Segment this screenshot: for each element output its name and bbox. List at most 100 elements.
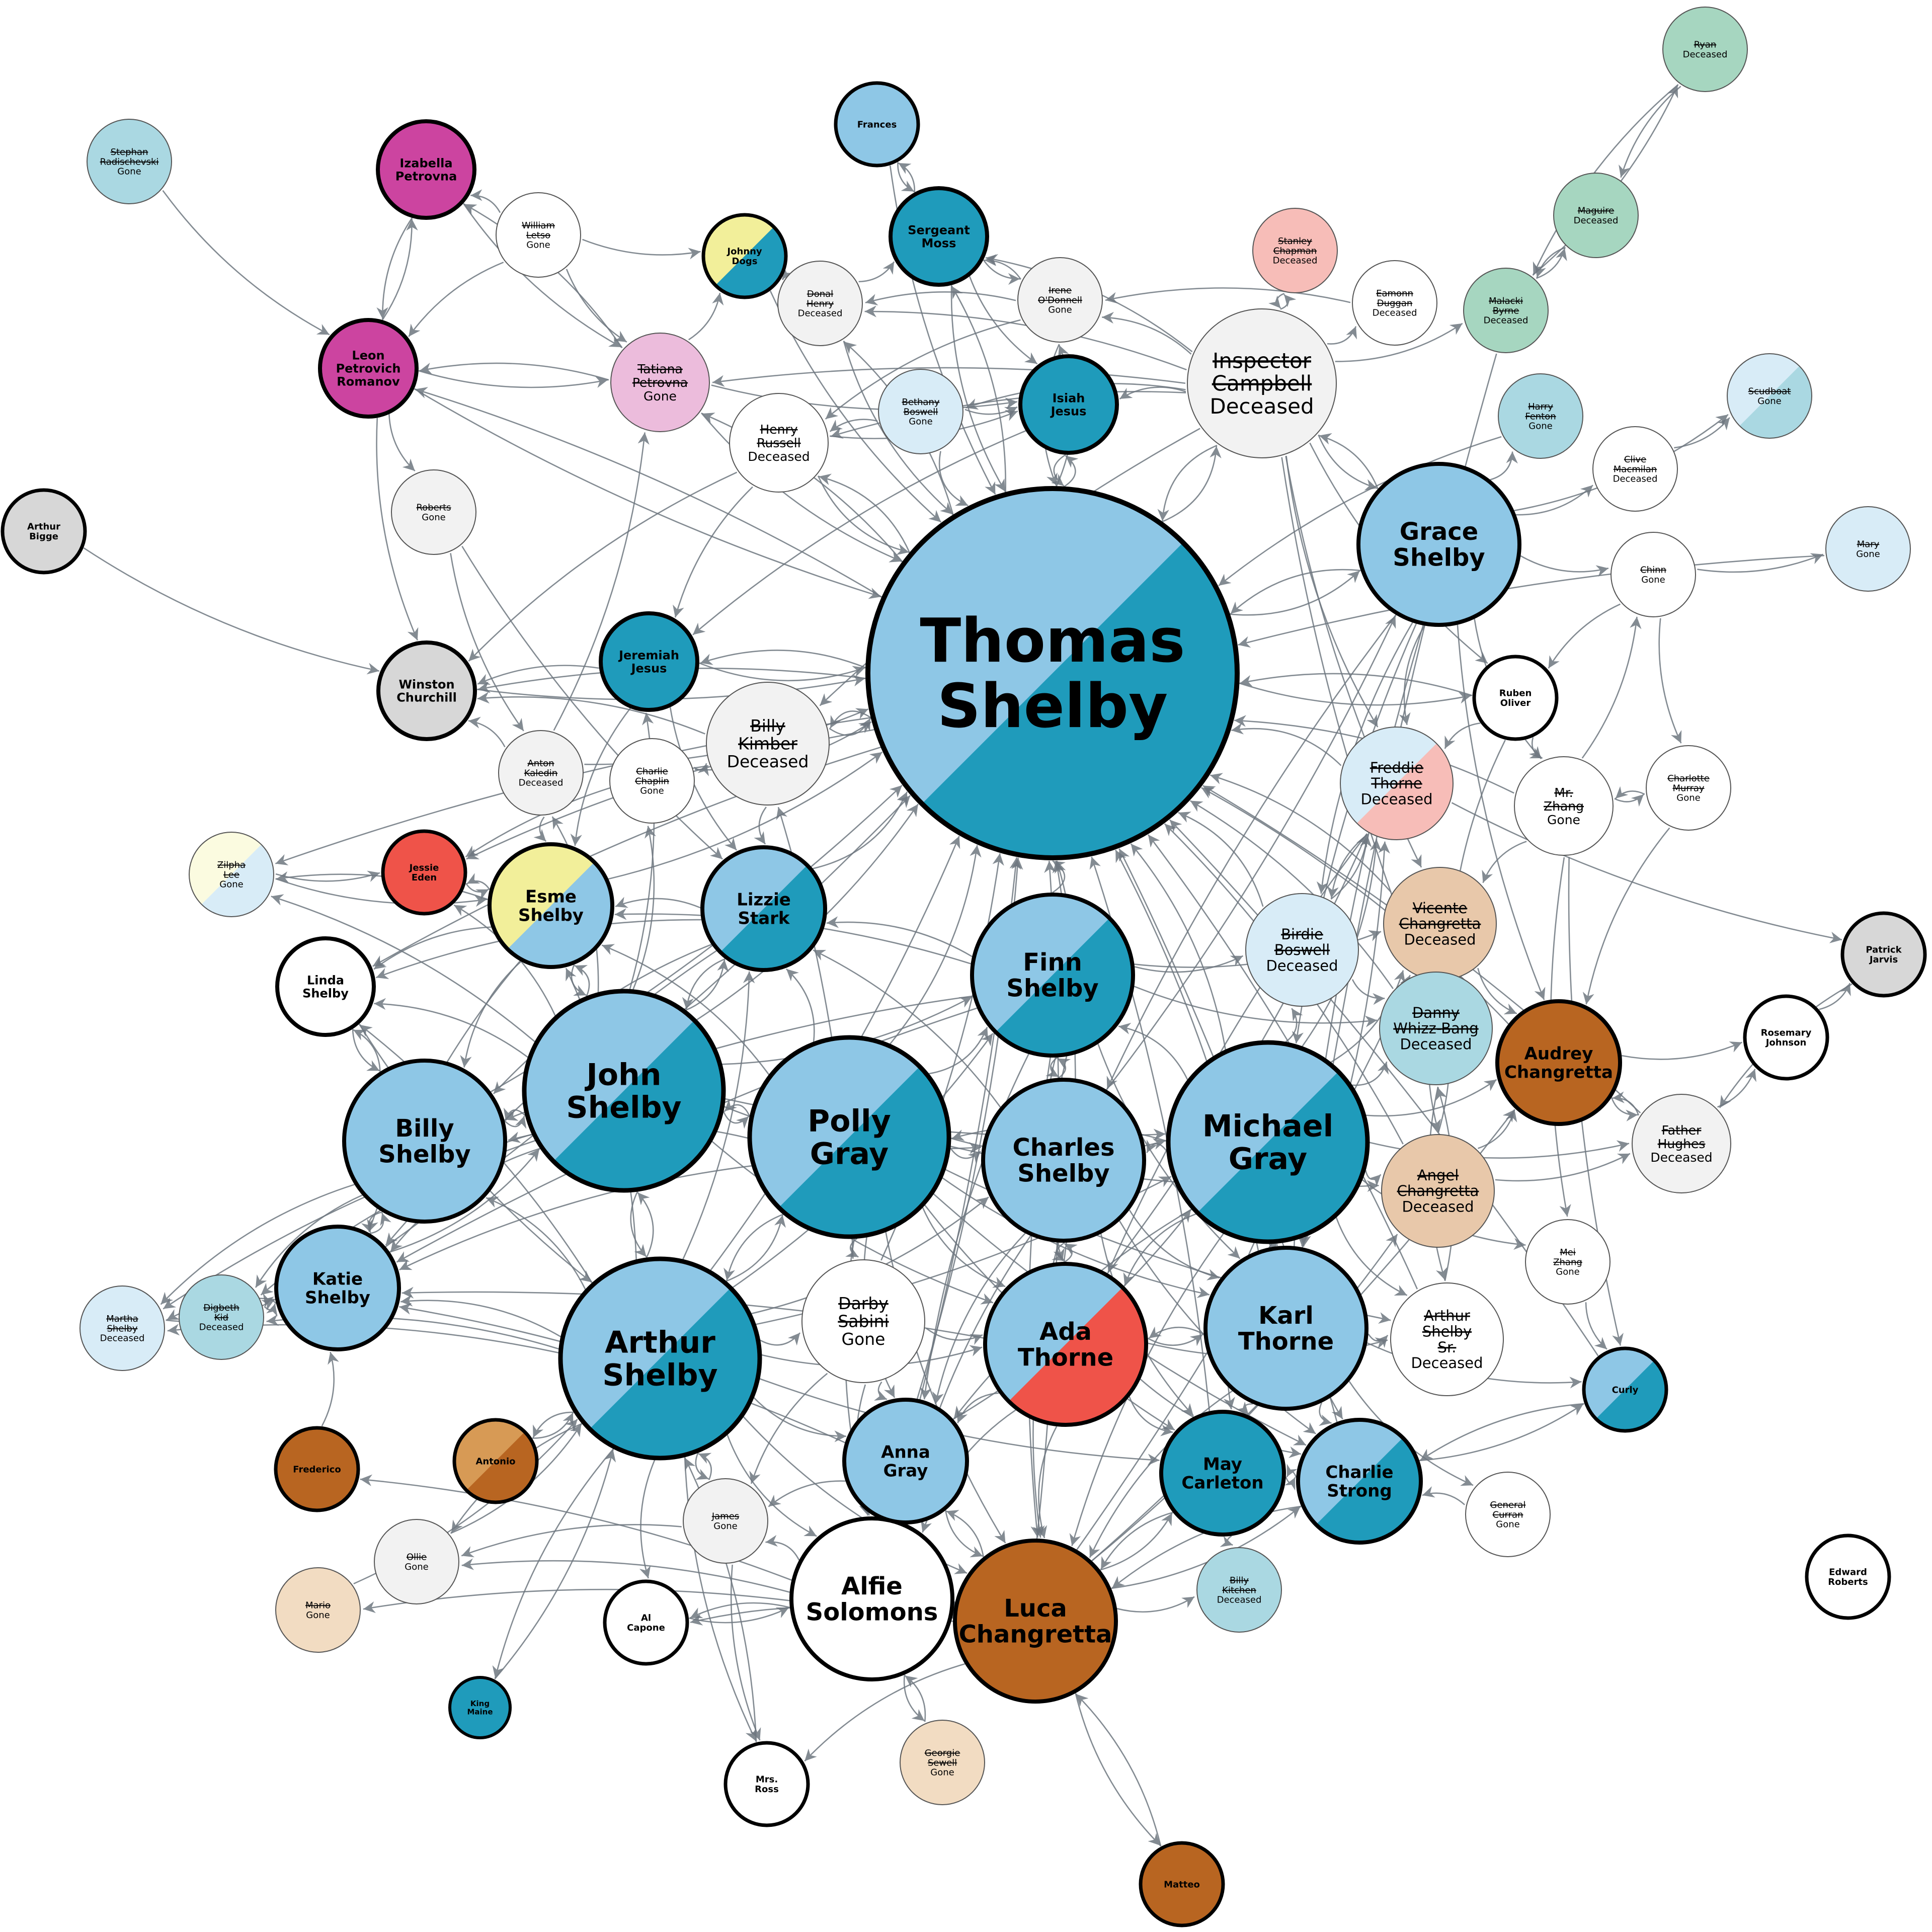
node-arthur-sr[interactable]: Arthur Shelby Sr. Deceased <box>1390 1282 1504 1396</box>
node-mary[interactable]: Mary Gone <box>1825 506 1911 592</box>
node-jeremiah[interactable]: Jeremiah Jesus <box>599 611 699 712</box>
node-freddie[interactable]: Freddie Thorne Deceased <box>1340 727 1454 840</box>
node-irene[interactable]: Irene O'Donnell Gone <box>1017 257 1103 343</box>
node-johnny-dogs[interactable]: Johnny Dogs <box>701 213 788 299</box>
node-angel[interactable]: Angel Changretta Deceased <box>1381 1134 1495 1248</box>
node-darby[interactable]: Darby Sabini Gone <box>801 1259 925 1383</box>
node-grace[interactable]: Grace Shelby <box>1356 462 1521 627</box>
node-leon[interactable]: Leon Petrovich Romanov <box>318 318 419 419</box>
node-harry-fenton[interactable]: Harry Fenton Gone <box>1498 373 1583 459</box>
node-martha[interactable]: Martha Shelby Deceased <box>79 1285 165 1371</box>
node-matteo[interactable]: Matteo <box>1139 1841 1225 1927</box>
node-michael[interactable]: Michael Gray <box>1166 1040 1370 1244</box>
node-border <box>700 845 827 972</box>
node-polly[interactable]: Polly Gray <box>747 1035 951 1239</box>
node-billy-kitchen[interactable]: Billy Kitchen Deceased <box>1196 1547 1282 1633</box>
node-label: General Curran Gone <box>1490 1500 1526 1530</box>
node-anton[interactable]: Anton Kaledin Deceased <box>498 730 584 816</box>
node-finn[interactable]: Finn Shelby <box>970 893 1135 1058</box>
node-jessie[interactable]: Jessie Eden <box>381 829 467 916</box>
node-ryan[interactable]: Ryan Deceased <box>1662 7 1748 92</box>
node-tatiana[interactable]: Tatiana Petrovna Gone <box>610 333 710 432</box>
node-danny[interactable]: Danny Whizz-Bang Deceased <box>1379 972 1493 1085</box>
node-charlotte[interactable]: Charlotte Murray Gone <box>1646 745 1731 831</box>
node-king-maine[interactable]: King Maine <box>448 1676 512 1739</box>
node-arthur[interactable]: Arthur Shelby <box>558 1256 762 1461</box>
node-name-line: Patrick <box>1866 945 1902 955</box>
edge-luca-to-anna <box>946 1510 984 1557</box>
node-status: Gone <box>219 879 243 890</box>
node-donal[interactable]: Donal Henry Deceased <box>777 261 863 346</box>
node-border <box>889 186 989 287</box>
edge-sergeant_moss-to-isiah <box>969 276 1038 365</box>
node-ada[interactable]: Ada Thorne <box>983 1262 1148 1427</box>
node-thomas[interactable]: Thomas Shelby <box>865 486 1240 860</box>
node-label: Bethany Boswell Gone <box>902 397 940 427</box>
node-alfie[interactable]: Alfie Solomons <box>789 1516 954 1681</box>
node-label: Arthur Shelby Sr. Deceased <box>1411 1307 1483 1372</box>
node-billy-shelby[interactable]: Billy Shelby <box>342 1059 507 1224</box>
node-henry-russell[interactable]: Henry Russell Deceased <box>729 393 829 493</box>
node-frederico[interactable]: Frederico <box>274 1426 360 1512</box>
node-scudboat[interactable]: Scudboat Gone <box>1727 353 1812 439</box>
node-james[interactable]: James Gone <box>683 1478 768 1564</box>
node-name-line: Bethany <box>902 397 940 408</box>
node-charlie-strong[interactable]: Charlie Strong <box>1296 1418 1423 1545</box>
node-roberts[interactable]: Roberts Gone <box>391 469 476 555</box>
node-audrey[interactable]: Audrey Changretta <box>1495 999 1622 1126</box>
node-chinn[interactable]: Chinn Gone <box>1611 532 1696 617</box>
node-digbeth[interactable]: Digbeth Kid Deceased <box>179 1274 264 1360</box>
node-william[interactable]: William Letso Gone <box>496 192 581 278</box>
node-zilpha[interactable]: Zilpha Lee Gone <box>189 832 274 917</box>
node-ruben[interactable]: Ruben Oliver <box>1472 655 1559 741</box>
node-bethany[interactable]: Bethany Boswell Gone <box>878 369 963 454</box>
node-billy-kimber[interactable]: Billy Kimber Deceased <box>706 682 830 806</box>
node-john[interactable]: John Shelby <box>522 989 726 1193</box>
node-may[interactable]: May Carleton <box>1159 1410 1286 1537</box>
node-maguire[interactable]: Maguire Deceased <box>1553 173 1639 258</box>
node-clive[interactable]: Clive Macmilan Deceased <box>1592 426 1678 512</box>
node-karl[interactable]: Karl Thorne <box>1203 1246 1369 1411</box>
node-vicente[interactable]: Vicente Changretta Deceased <box>1383 867 1497 981</box>
node-esme[interactable]: Esme Shelby <box>488 842 614 969</box>
node-circle <box>374 1519 459 1604</box>
node-rosemary[interactable]: Rosemary Johnson <box>1743 994 1829 1081</box>
edge-james-to-ollie <box>461 1524 682 1558</box>
edge-matteo-to-luca <box>1075 1694 1162 1847</box>
node-curly[interactable]: Curly <box>1582 1346 1668 1433</box>
node-arthur-bigge[interactable]: Arthur Bigge <box>1 488 87 575</box>
node-luca[interactable]: Luca Changretta <box>953 1539 1118 1704</box>
node-stanley[interactable]: Stanley Chapman Deceased <box>1252 208 1338 293</box>
node-mei-zhang[interactable]: Mei Zhang Gone <box>1525 1219 1611 1305</box>
node-patrick[interactable]: Patrick Jarvis <box>1840 911 1927 998</box>
node-al-capone[interactable]: Al Capone <box>603 1579 689 1666</box>
node-isiah[interactable]: Isiah Jesus <box>1018 354 1119 455</box>
node-stephan[interactable]: Stephan Radischevski Gone <box>87 119 172 204</box>
node-father-hughes[interactable]: Father Hughes Deceased <box>1632 1094 1731 1193</box>
node-ollie[interactable]: Ollie Gone <box>374 1519 459 1604</box>
node-edward[interactable]: Edward Roberts <box>1805 1534 1891 1620</box>
node-mr-zhang[interactable]: Mr. Zhang Gone <box>1514 756 1614 856</box>
node-birdie[interactable]: Birdie Boswell Deceased <box>1245 893 1359 1007</box>
node-anna[interactable]: Anna Gray <box>842 1398 969 1524</box>
node-katie[interactable]: Katie Shelby <box>274 1225 401 1351</box>
node-malacki[interactable]: Malacki Byrne Deceased <box>1463 268 1549 353</box>
node-charles[interactable]: Charles Shelby <box>981 1078 1146 1243</box>
node-general-curran[interactable]: General Curran Gone <box>1465 1472 1551 1557</box>
node-eamonn[interactable]: Eamonn Duggan Deceased <box>1352 260 1437 346</box>
node-sergeant-moss[interactable]: Sergeant Moss <box>889 186 989 287</box>
node-antonio[interactable]: Antonio <box>452 1418 539 1504</box>
edge-luca-to-mrs_ross <box>804 1663 965 1762</box>
node-status: Gone <box>1556 1267 1579 1277</box>
node-inspector[interactable]: Inspector Campbell Deceased <box>1187 308 1337 458</box>
node-mrs-ross[interactable]: Mrs. Ross <box>723 1741 810 1827</box>
node-izabella[interactable]: Izabella Petrovna <box>376 119 476 220</box>
node-linda[interactable]: Linda Shelby <box>275 936 376 1037</box>
node-mario[interactable]: Mario Gone <box>275 1567 361 1653</box>
node-georgie[interactable]: Georgie Sewell Gone <box>900 1720 985 1805</box>
node-winston[interactable]: Winston Churchill <box>376 640 477 741</box>
node-border <box>1390 1282 1504 1396</box>
node-charlie-chaplin[interactable]: Charlie Chaplin Gone <box>609 738 695 824</box>
node-frances[interactable]: Frances <box>834 81 920 168</box>
node-lizzie[interactable]: Lizzie Stark <box>700 845 827 972</box>
